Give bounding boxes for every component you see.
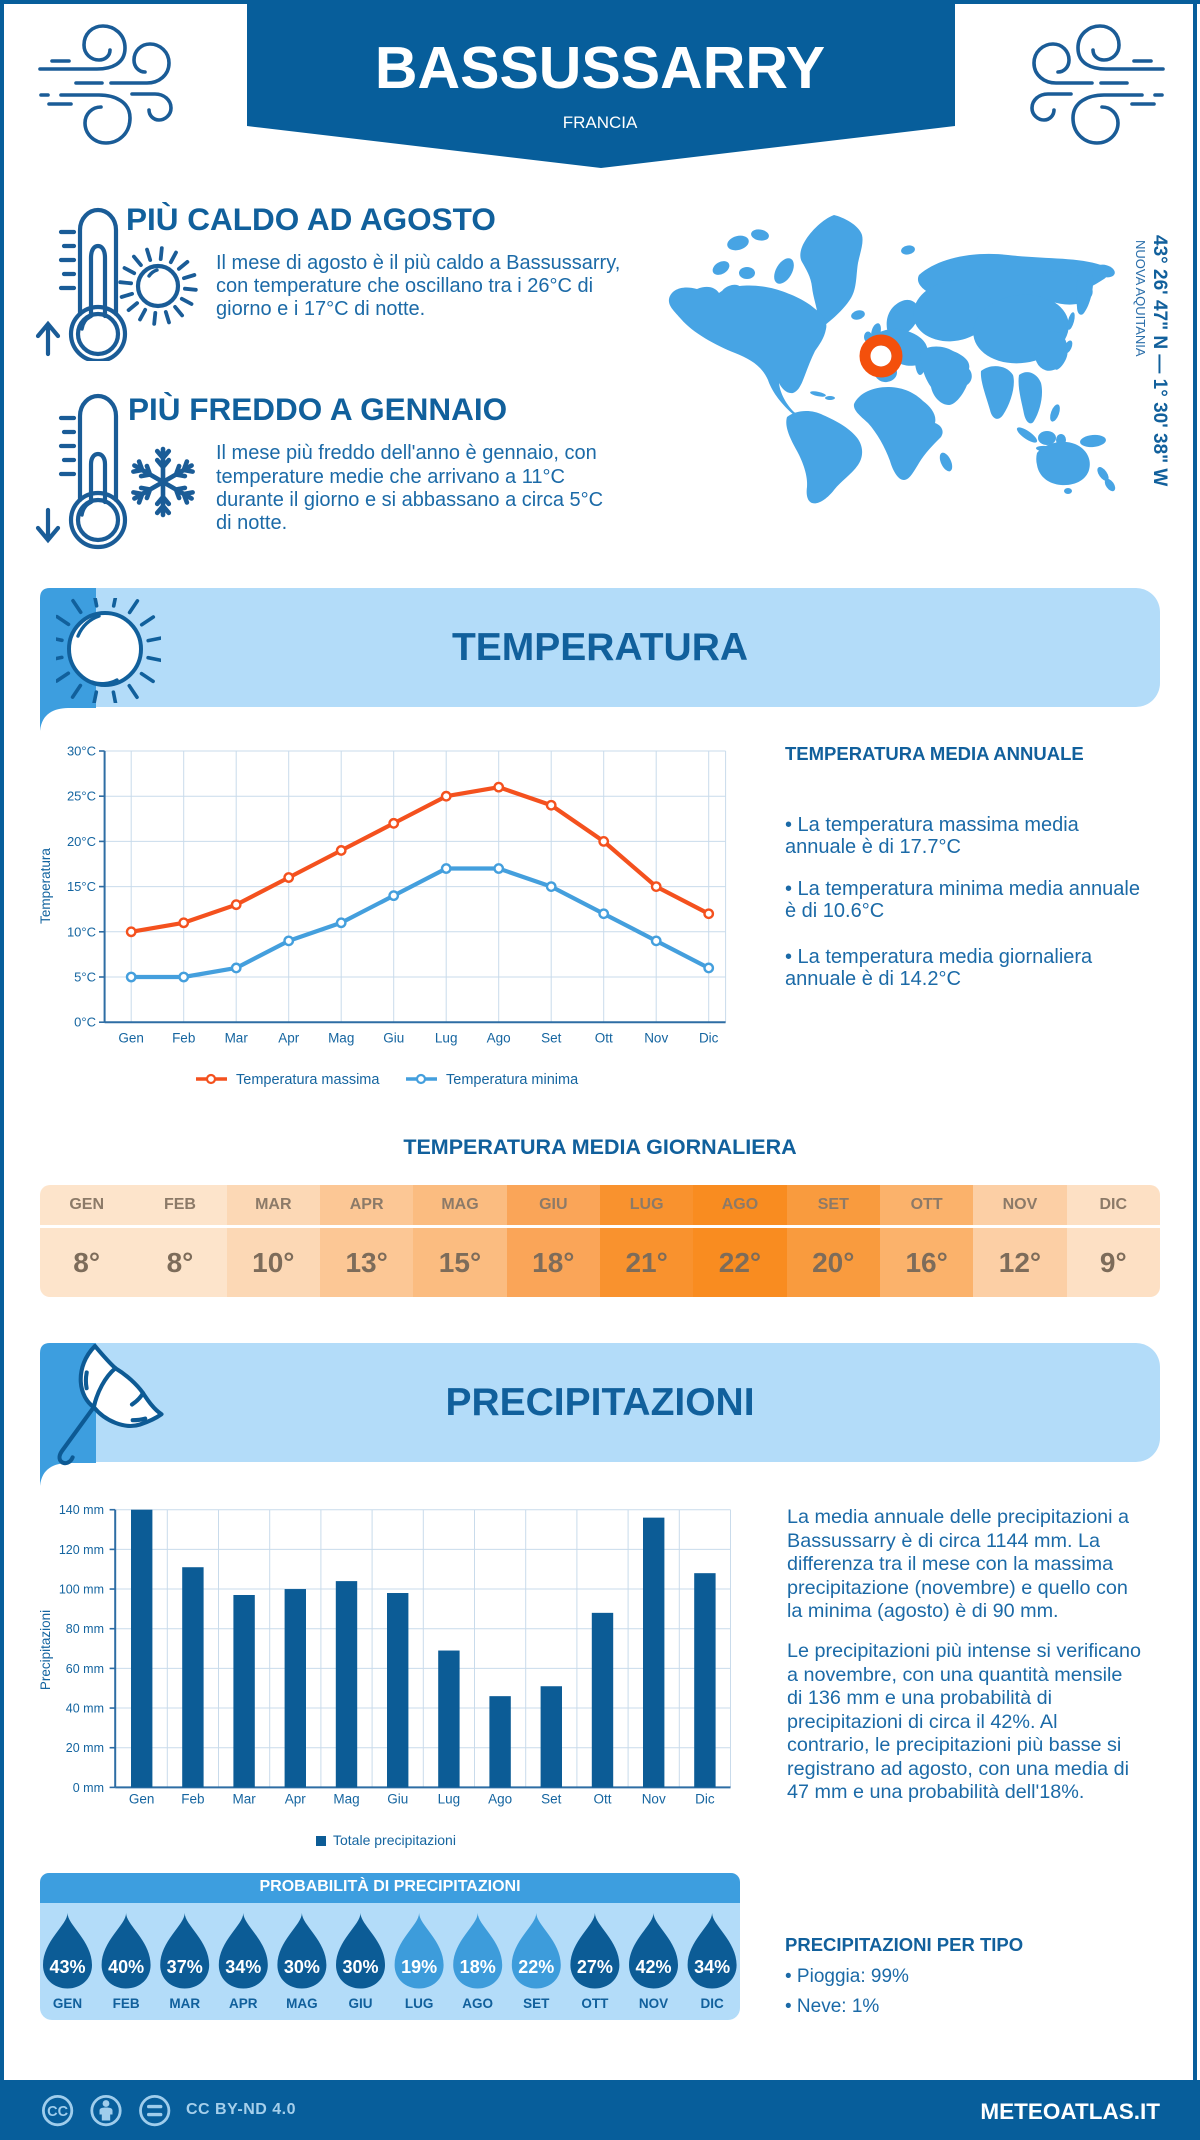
svg-text:MAR: MAR: [169, 1996, 200, 2011]
svg-text:Mag: Mag: [328, 1031, 354, 1046]
svg-text:140 mm: 140 mm: [59, 1503, 104, 1517]
svg-text:Set: Set: [541, 1031, 562, 1046]
svg-text:Feb: Feb: [181, 1792, 204, 1807]
svg-text:Ago: Ago: [487, 1031, 511, 1046]
svg-text:APR: APR: [229, 1996, 258, 2011]
svg-text:Apr: Apr: [278, 1031, 300, 1046]
svg-text:Lug: Lug: [438, 1792, 461, 1807]
svg-text:NOV: NOV: [639, 1996, 668, 2011]
svg-text:Lug: Lug: [435, 1031, 458, 1046]
svg-text:34%: 34%: [694, 1957, 730, 1977]
svg-text:Mar: Mar: [225, 1031, 249, 1046]
svg-text:40 mm: 40 mm: [66, 1702, 104, 1716]
svg-text:5°C: 5°C: [74, 970, 96, 985]
svg-text:DIC: DIC: [700, 1996, 724, 2011]
svg-text:30%: 30%: [284, 1957, 320, 1977]
svg-text:Nov: Nov: [642, 1792, 666, 1807]
svg-text:Gen: Gen: [118, 1031, 144, 1046]
svg-text:Dic: Dic: [695, 1792, 715, 1807]
svg-text:SET: SET: [523, 1996, 550, 2011]
svg-text:Dic: Dic: [699, 1031, 719, 1046]
svg-text:GIU: GIU: [348, 1996, 372, 2011]
svg-text:Mag: Mag: [333, 1792, 359, 1807]
svg-text:Feb: Feb: [172, 1031, 195, 1046]
svg-text:Precipitazioni: Precipitazioni: [40, 1610, 53, 1690]
svg-text:Giu: Giu: [387, 1792, 408, 1807]
svg-text:Ott: Ott: [593, 1792, 611, 1807]
svg-text:LUG: LUG: [405, 1996, 434, 2011]
svg-text:FEB: FEB: [113, 1996, 140, 2011]
svg-text:30°C: 30°C: [67, 744, 96, 759]
svg-text:20 mm: 20 mm: [66, 1741, 104, 1755]
svg-text:Giu: Giu: [383, 1031, 404, 1046]
svg-text:Apr: Apr: [285, 1792, 307, 1807]
svg-text:0°C: 0°C: [74, 1015, 96, 1030]
svg-text:120 mm: 120 mm: [59, 1543, 104, 1557]
svg-text:10°C: 10°C: [67, 924, 96, 939]
svg-text:27%: 27%: [577, 1957, 613, 1977]
svg-text:GEN: GEN: [53, 1996, 82, 2011]
svg-text:30%: 30%: [342, 1957, 378, 1977]
svg-text:80 mm: 80 mm: [66, 1622, 104, 1636]
svg-text:18%: 18%: [460, 1957, 496, 1977]
svg-text:19%: 19%: [401, 1957, 437, 1977]
svg-text:Temperatura: Temperatura: [40, 848, 53, 924]
svg-text:100 mm: 100 mm: [59, 1583, 104, 1597]
svg-text:25°C: 25°C: [67, 789, 96, 804]
svg-text:CC: CC: [47, 2104, 68, 2120]
svg-text:34%: 34%: [225, 1957, 261, 1977]
svg-text:MAG: MAG: [286, 1996, 318, 2011]
svg-text:Set: Set: [541, 1792, 562, 1807]
svg-text:42%: 42%: [635, 1957, 671, 1977]
svg-text:Ago: Ago: [488, 1792, 512, 1807]
svg-text:40%: 40%: [108, 1957, 144, 1977]
svg-text:Temperatura massima: Temperatura massima: [236, 1072, 380, 1088]
svg-text:22%: 22%: [518, 1957, 554, 1977]
svg-text:43%: 43%: [49, 1957, 85, 1977]
svg-text:Totale precipitazioni: Totale precipitazioni: [333, 1832, 456, 1848]
svg-text:Gen: Gen: [129, 1792, 155, 1807]
svg-text:Ott: Ott: [595, 1031, 613, 1046]
svg-text:37%: 37%: [167, 1957, 203, 1977]
svg-text:AGO: AGO: [462, 1996, 493, 2011]
svg-text:Temperatura minima: Temperatura minima: [446, 1072, 579, 1088]
svg-text:0 mm: 0 mm: [73, 1781, 104, 1795]
svg-text:OTT: OTT: [581, 1996, 609, 2011]
svg-text:Nov: Nov: [644, 1031, 668, 1046]
svg-text:60 mm: 60 mm: [66, 1662, 104, 1676]
svg-text:20°C: 20°C: [67, 834, 96, 849]
svg-text:Mar: Mar: [232, 1792, 256, 1807]
svg-text:15°C: 15°C: [67, 879, 96, 894]
